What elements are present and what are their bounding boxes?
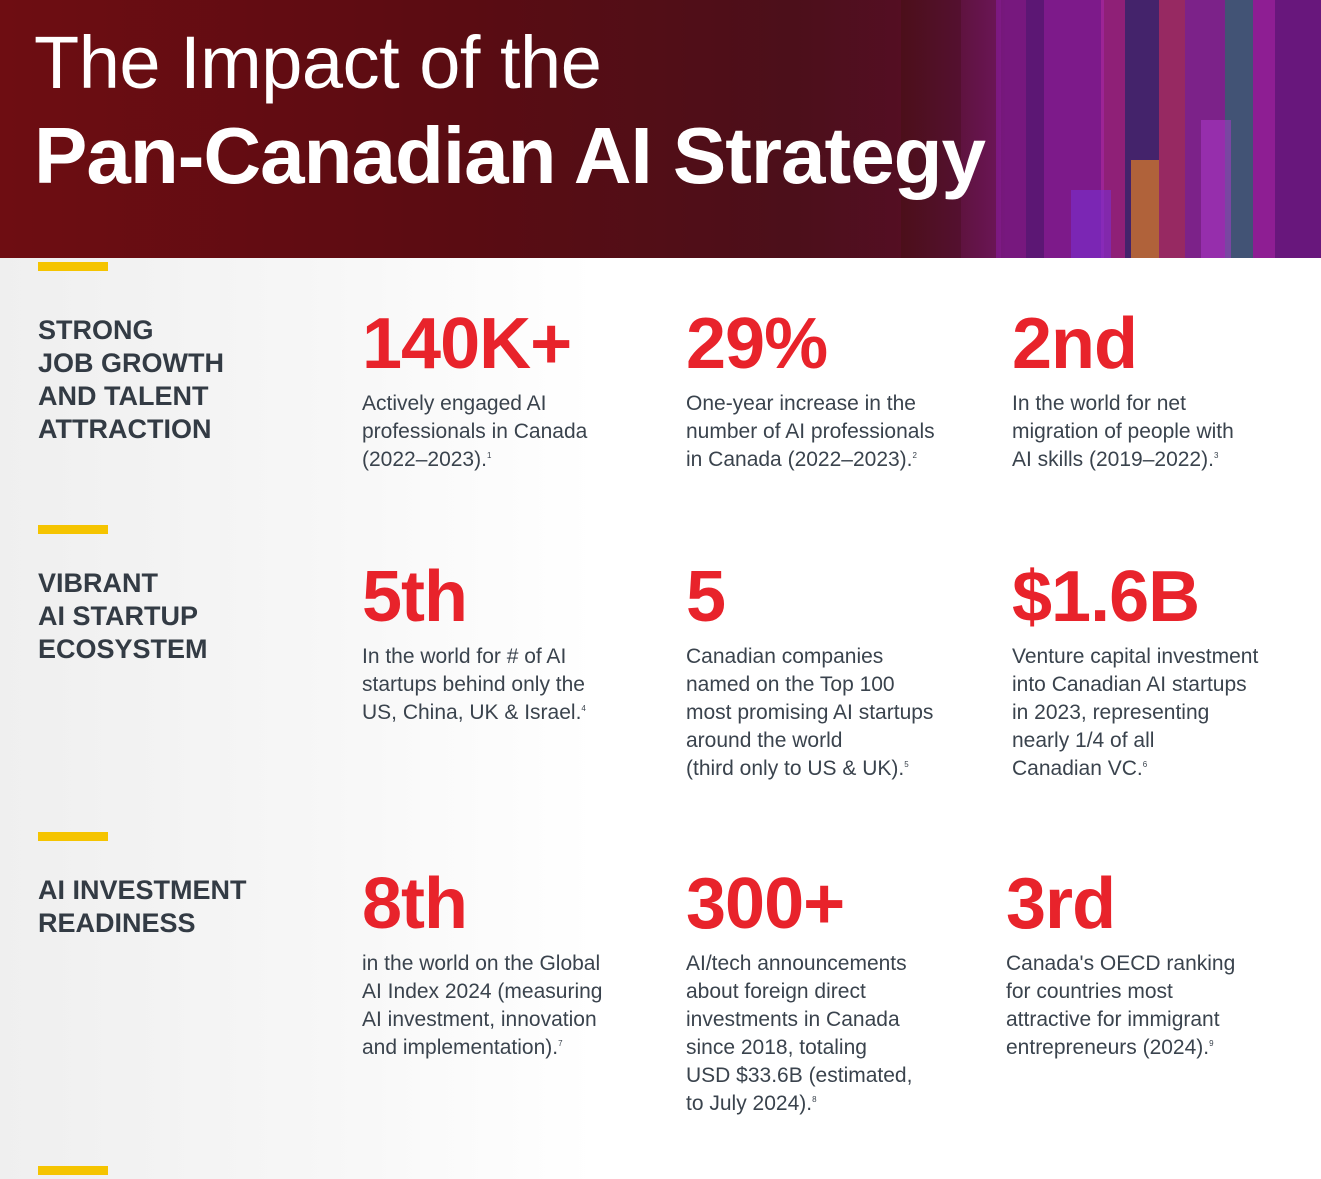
section-startup-ecosystem: VIBRANT AI STARTUP ECOSYSTEM 5th In the … bbox=[0, 521, 1321, 828]
stat-description: One-year increase in the number of AI pr… bbox=[686, 390, 986, 474]
section-background bbox=[0, 258, 1321, 521]
stat-value: 2nd bbox=[1012, 304, 1138, 384]
stat-block: 5 Canadian companies named on the Top 10… bbox=[686, 557, 986, 783]
stat-block: 300+ AI/tech announcements about foreign… bbox=[686, 864, 986, 1118]
footnote-marker: 6 bbox=[1142, 760, 1148, 769]
stat-description-text: Venture capital investment into Canadian… bbox=[1012, 645, 1259, 780]
stat-value: $1.6B bbox=[1012, 557, 1200, 637]
hero-header: The Impact of the Pan-Canadian AI Strate… bbox=[0, 0, 1321, 258]
stat-description: AI/tech announcements about foreign dire… bbox=[686, 950, 986, 1118]
footnote-marker: 1 bbox=[486, 451, 492, 460]
section-accent-bar bbox=[38, 525, 108, 534]
stat-description: Canadian companies named on the Top 100 … bbox=[686, 643, 986, 783]
section-background bbox=[0, 828, 1321, 1179]
stat-value: 300+ bbox=[686, 864, 845, 944]
page-title-line-1: The Impact of the bbox=[34, 21, 602, 104]
page-title-line-2: Pan-Canadian AI Strategy bbox=[34, 111, 986, 200]
footnote-marker: 5 bbox=[904, 760, 909, 769]
stat-description-text: Canadian companies named on the Top 100 … bbox=[686, 645, 934, 780]
stat-description-text: One-year increase in the number of AI pr… bbox=[686, 392, 935, 471]
footnote-marker: 8 bbox=[812, 1095, 817, 1104]
stat-block: 29% One-year increase in the number of A… bbox=[686, 304, 986, 474]
stat-block: 3rd Canada's OECD ranking for countries … bbox=[1006, 864, 1306, 1062]
stat-block: 8th in the world on the Global AI Index … bbox=[362, 864, 662, 1062]
section-accent-bar bbox=[38, 832, 108, 841]
stat-description-text: in the world on the Global AI Index 2024… bbox=[362, 952, 603, 1059]
stat-value: 3rd bbox=[1006, 864, 1116, 944]
section-accent-bar bbox=[38, 262, 108, 271]
section-label: AI INVESTMENT READINESS bbox=[38, 875, 247, 938]
footnote-marker: 4 bbox=[581, 704, 586, 713]
stat-description: In the world for net migration of people… bbox=[1012, 390, 1312, 474]
stat-block: 5th In the world for # of AI startups be… bbox=[362, 557, 662, 727]
section-background bbox=[0, 521, 1321, 828]
section-accent-bar bbox=[38, 1166, 108, 1175]
stat-description: In the world for # of AI startups behind… bbox=[362, 643, 662, 727]
section-label: STRONG JOB GROWTH AND TALENT ATTRACTION bbox=[38, 315, 224, 444]
stat-description: in the world on the Global AI Index 2024… bbox=[362, 950, 662, 1062]
section-job-growth: STRONG JOB GROWTH AND TALENT ATTRACTION … bbox=[0, 258, 1321, 521]
stat-block: 140K+ Actively engaged AI professionals … bbox=[362, 304, 662, 474]
section-investment-readiness: AI INVESTMENT READINESS 8th in the world… bbox=[0, 828, 1321, 1179]
stat-block: $1.6B Venture capital investment into Ca… bbox=[1012, 557, 1312, 783]
footnote-marker: 9 bbox=[1209, 1039, 1214, 1048]
stat-description-text: In the world for # of AI startups behind… bbox=[362, 645, 585, 724]
stat-description-text: AI/tech announcements about foreign dire… bbox=[686, 952, 913, 1115]
section-label: VIBRANT AI STARTUP ECOSYSTEM bbox=[38, 568, 208, 664]
stat-description: Actively engaged AI professionals in Can… bbox=[362, 390, 662, 474]
stat-value: 5 bbox=[686, 557, 726, 637]
footnote-marker: 2 bbox=[912, 451, 917, 460]
stat-description: Venture capital investment into Canadian… bbox=[1012, 643, 1312, 783]
stat-description-text: In the world for net migration of people… bbox=[1012, 392, 1234, 471]
stat-value: 140K+ bbox=[362, 304, 572, 384]
footnote-marker: 7 bbox=[558, 1039, 563, 1048]
stat-description: Canada's OECD ranking for countries most… bbox=[1006, 950, 1306, 1062]
decorative-stripes-graphic bbox=[901, 0, 1321, 258]
stat-value: 29% bbox=[686, 304, 828, 384]
footnote-marker: 3 bbox=[1213, 451, 1219, 460]
stat-block: 2nd In the world for net migration of pe… bbox=[1012, 304, 1312, 474]
stat-description-text: Actively engaged AI professionals in Can… bbox=[362, 392, 588, 471]
stat-value: 5th bbox=[362, 557, 468, 637]
stat-value: 8th bbox=[362, 864, 468, 944]
stat-description-text: Canada's OECD ranking for countries most… bbox=[1006, 952, 1236, 1059]
